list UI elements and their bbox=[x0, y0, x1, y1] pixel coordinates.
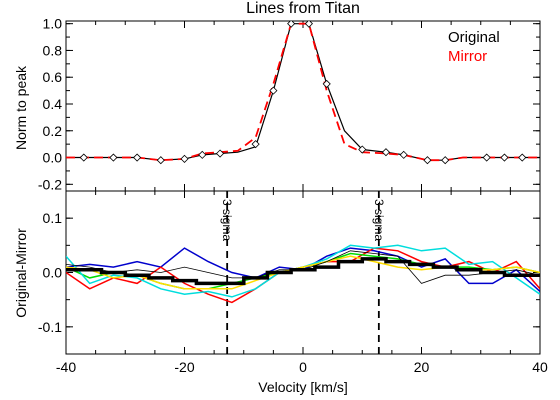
series-line-mirror bbox=[66, 22, 540, 162]
top-y-tick-label: -0.2 bbox=[38, 176, 62, 192]
diamond-marker bbox=[423, 156, 432, 165]
diamond-marker bbox=[156, 156, 165, 165]
top-y-tick-label: 1.0 bbox=[43, 16, 63, 32]
diamond-marker bbox=[399, 150, 408, 159]
diamond-marker bbox=[322, 79, 331, 88]
bottom-panel: 0.1 0.0 -0.1 -40 -20 0 20 40 3 sigma 3 sigma Or… bbox=[13, 190, 548, 395]
diamond-marker bbox=[287, 21, 296, 28]
top-y-ticks: 1.0 0.8 0.6 0.4 0.2 0.0 -0.2 bbox=[38, 16, 541, 192]
top-plot-frame bbox=[65, 20, 541, 192]
difference-series-line bbox=[66, 257, 540, 286]
diamond-marker bbox=[133, 153, 142, 162]
diamond-marker bbox=[109, 153, 118, 162]
sigma-label: 3 sigma bbox=[372, 199, 386, 241]
top-y-tick-label: 0.4 bbox=[43, 96, 63, 112]
diamond-marker bbox=[180, 154, 189, 163]
diamond-marker bbox=[518, 153, 527, 162]
diamond-marker bbox=[198, 150, 207, 159]
x-tick-label: 20 bbox=[414, 359, 430, 375]
diamond-marker bbox=[215, 149, 225, 158]
bottom-plot-frame bbox=[65, 190, 541, 355]
bottom-series-group bbox=[66, 244, 540, 304]
sigma-label: 3 sigma bbox=[220, 199, 234, 241]
x-tick-label: 0 bbox=[299, 359, 307, 375]
top-y-tick-label: 0.2 bbox=[43, 123, 63, 139]
diamond-marker bbox=[251, 140, 260, 149]
x-tick-label: -40 bbox=[56, 359, 76, 375]
top-y-tick-label: 0.6 bbox=[43, 69, 63, 85]
bottom-y-ticks: 0.1 0.0 -0.1 bbox=[38, 190, 540, 355]
top-y-tick-label: 0.8 bbox=[43, 42, 63, 58]
bottom-y-tick-label: -0.1 bbox=[38, 319, 62, 335]
diamond-marker bbox=[79, 153, 88, 162]
legend-entry-original: Original bbox=[448, 29, 500, 46]
top-markers-group bbox=[79, 21, 527, 165]
x-axis-label: Velocity [km/s] bbox=[258, 379, 347, 395]
x-tick-label: 40 bbox=[532, 359, 548, 375]
bottom-y-tick-label: 0.1 bbox=[43, 210, 63, 226]
diamond-marker bbox=[482, 153, 491, 162]
diamond-marker bbox=[381, 148, 391, 157]
top-panel: 1.0 0.8 0.6 0.4 0.2 0.0 -0.2 Norm to peak Orig… bbox=[13, 16, 541, 192]
x-tick-label: -20 bbox=[174, 359, 194, 375]
top-y-tick-label: 0.0 bbox=[43, 150, 63, 166]
bottom-x-ticks: -40 -20 0 20 40 bbox=[56, 191, 548, 375]
top-y-axis-label: Norm to peak bbox=[13, 65, 29, 150]
bottom-y-tick-label: 0.0 bbox=[43, 265, 63, 281]
sigma-lines: 3 sigma 3 sigma bbox=[220, 191, 386, 354]
diamond-marker bbox=[358, 145, 367, 154]
diamond-marker bbox=[269, 86, 278, 95]
legend-entry-mirror: Mirror bbox=[448, 48, 487, 65]
diamond-marker bbox=[304, 21, 313, 28]
chart-title: Lines from Titan bbox=[246, 0, 360, 17]
diamond-marker bbox=[500, 153, 509, 162]
bottom-y-axis-label: Original-Mirror bbox=[13, 228, 29, 318]
diamond-marker bbox=[441, 156, 450, 165]
legend: Original Mirror bbox=[448, 29, 500, 65]
